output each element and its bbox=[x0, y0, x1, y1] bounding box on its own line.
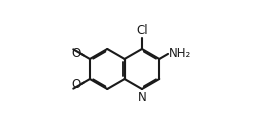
Text: N: N bbox=[138, 91, 146, 104]
Text: O: O bbox=[71, 78, 80, 91]
Text: Cl: Cl bbox=[136, 24, 148, 37]
Text: NH₂: NH₂ bbox=[169, 47, 191, 60]
Text: O: O bbox=[71, 47, 80, 60]
